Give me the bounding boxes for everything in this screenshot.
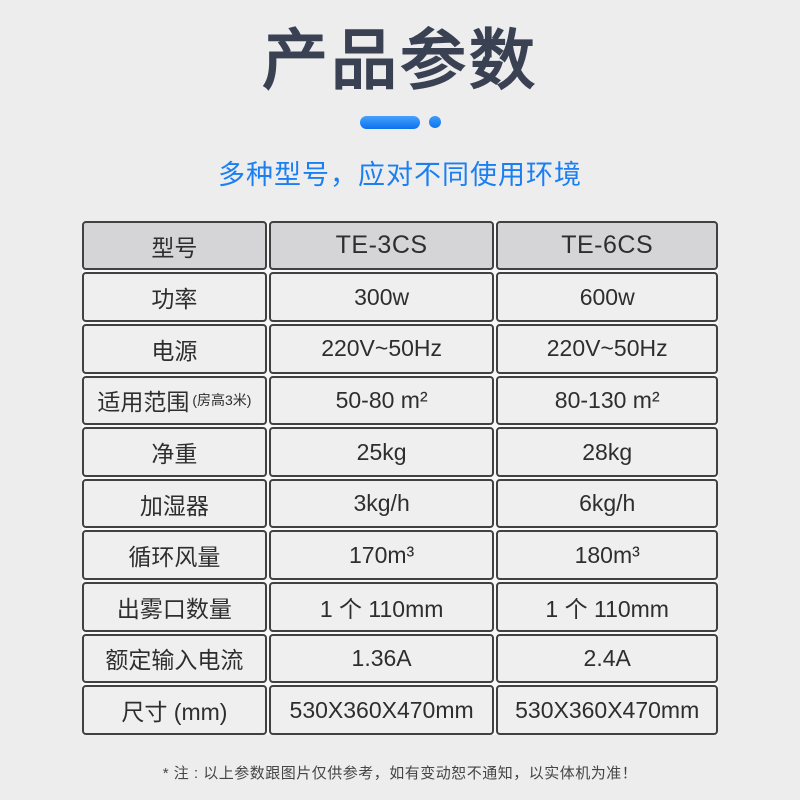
spec-label-rated-current: 额定输入电流 (82, 633, 267, 684)
spec-label-applicable-area-main: 适用范围 (97, 389, 190, 416)
spec-table: 型号 TE-3CS TE-6CS 功率 300w 600w 电源 220V~50… (82, 220, 718, 735)
spec-value-net-weight-te6cs: 28kg (496, 427, 718, 477)
spec-value-net-weight-te3cs: 25kg (268, 427, 495, 477)
spec-value-humidifier-te3cs: 3kg/h (268, 478, 495, 529)
page-title: 产品参数 (262, 23, 538, 97)
disclaimer-note: * 注 : 以上参数跟图片仅供参考，如有变动恕不通知，以实体机为准！ (162, 764, 638, 782)
spec-label-dimensions: 尺寸 (mm) (82, 685, 267, 735)
spec-value-air-volume-te3cs: 170m³ (268, 530, 495, 581)
spec-label-power: 功率 (82, 272, 267, 323)
spec-value-rated-current-te6cs: 2.4A (496, 633, 718, 684)
spec-label-applicable-area: 适用范围 (房高3米) (82, 375, 267, 426)
underline-dot (428, 116, 441, 129)
spec-label-power-supply: 电源 (82, 324, 267, 374)
spec-value-applicable-area-te6cs: 80-130 m² (496, 375, 718, 426)
spec-label-mist-outlets: 出雾口数量 (82, 582, 267, 632)
spec-value-mist-outlets-te6cs: 1 个 110mm (496, 582, 718, 632)
spec-value-mist-outlets-te3cs: 1 个 110mm (268, 582, 495, 632)
spec-value-rated-current-te3cs: 1.36A (268, 633, 495, 684)
column-header-model: 型号 (82, 220, 267, 271)
spec-label-applicable-area-sub: (房高3米) (192, 392, 252, 409)
spec-value-power-te6cs: 600w (496, 272, 718, 323)
column-header-te3cs: TE-3CS (268, 220, 495, 271)
spec-value-power-supply-te6cs: 220V~50Hz (496, 324, 718, 374)
spec-value-air-volume-te6cs: 180m³ (496, 530, 718, 581)
spec-label-net-weight: 净重 (82, 427, 267, 477)
underline-bar (359, 115, 420, 129)
spec-value-humidifier-te6cs: 6kg/h (496, 478, 718, 529)
spec-value-power-supply-te3cs: 220V~50Hz (268, 324, 495, 374)
page-subtitle: 多种型号，应对不同使用环境 (218, 159, 582, 190)
spec-value-power-te3cs: 300w (268, 272, 495, 323)
column-header-te6cs: TE-6CS (496, 220, 718, 271)
spec-value-dimensions-te6cs: 530X360X470mm (496, 685, 718, 735)
spec-label-air-volume: 循环风量 (82, 530, 267, 581)
spec-value-applicable-area-te3cs: 50-80 m² (268, 375, 495, 426)
spec-label-humidifier: 加湿器 (82, 478, 267, 529)
title-underline-decoration (359, 115, 441, 129)
spec-value-dimensions-te3cs: 530X360X470mm (268, 685, 495, 735)
